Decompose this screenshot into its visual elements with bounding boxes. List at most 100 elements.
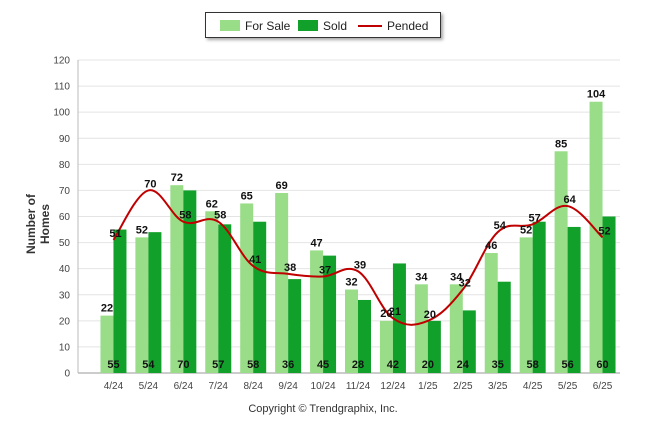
y-tick-label: 20 [59,316,71,327]
bar-for-sale [240,203,254,373]
x-tick-label: 5/25 [558,381,578,392]
x-tick-label: 11/24 [346,381,371,392]
data-label-sold: 57 [212,359,224,371]
data-label-sold: 54 [142,359,155,371]
y-tick-label: 70 [59,186,71,197]
data-label-for-sale: 32 [345,277,357,289]
x-tick-label: 5/24 [139,381,159,392]
y-tick-label: 50 [59,238,71,249]
bar-sold [148,232,162,373]
bar-for-sale [484,253,498,373]
data-label-for-sale: 46 [485,240,497,252]
data-label-pended: 70 [144,178,156,190]
data-label-for-sale: 72 [171,172,183,184]
bar-sold [427,320,441,373]
bar-for-sale [449,284,463,373]
bar-for-sale [205,211,219,373]
data-label-for-sale: 85 [555,138,567,150]
bar-sold [288,279,302,373]
data-label-for-sale: 69 [276,180,288,192]
legend: For Sale Sold Pended [205,12,441,38]
bar-for-sale [379,320,393,373]
data-label-pended: 51 [109,228,121,240]
data-label-sold: 55 [107,359,119,371]
data-label-pended: 58 [179,210,191,222]
bar-sold [218,224,232,373]
data-label-sold: 56 [561,359,573,371]
bar-for-sale [589,101,603,373]
y-tick-label: 10 [59,342,71,353]
y-tick-label: 80 [59,160,71,171]
y-tick-label: 110 [54,82,70,93]
bar-sold [323,255,337,373]
y-tick-label: 0 [64,369,70,380]
bar-sold [567,226,581,373]
y-tick-label: 120 [53,56,70,67]
data-label-for-sale: 47 [310,237,322,249]
data-label-pended: 57 [529,212,541,224]
x-tick-label: 2/25 [453,381,473,392]
x-tick-label: 7/24 [209,381,229,392]
x-tick-label: 4/24 [104,381,124,392]
data-label-pended: 54 [494,220,507,232]
legend-item-pended: Pended [358,19,428,33]
bar-sold [532,221,546,373]
data-label-pended: 20 [424,309,436,321]
bar-for-sale [414,284,428,373]
x-tick-label: 12/24 [380,381,405,392]
bar-sold [462,310,476,373]
bar-for-sale [100,315,114,373]
x-tick-label: 1/25 [418,381,438,392]
data-label-sold: 45 [317,359,329,371]
bar-sold [113,229,127,373]
x-tick-label: 8/24 [243,381,263,392]
data-label-for-sale: 52 [136,224,148,236]
x-tick-label: 6/24 [174,381,194,392]
x-tick-label: 3/25 [488,381,508,392]
data-label-pended: 37 [319,264,331,276]
x-tick-label: 10/24 [311,381,336,392]
data-label-for-sale: 104 [587,89,606,101]
data-label-for-sale: 62 [206,198,218,210]
data-label-sold: 60 [596,359,608,371]
data-label-pended: 64 [563,194,576,206]
data-label-for-sale: 34 [450,271,463,283]
y-axis-label: Number of Homes [24,194,52,254]
bar-sold [602,216,616,373]
copyright-text: Copyright © Trendgraphix, Inc. [248,403,398,415]
bar-sold [497,281,511,373]
data-label-pended: 41 [249,254,261,266]
bar-sold [253,221,267,373]
data-label-pended: 21 [389,306,401,318]
legend-label-for-sale: For Sale [245,19,291,33]
bar-for-sale [275,193,289,373]
data-label-for-sale: 20 [380,308,392,320]
data-label-sold: 20 [422,359,434,371]
data-label-pended: 39 [354,259,366,271]
pended-line [112,189,604,326]
data-label-sold: 70 [177,359,189,371]
data-label-for-sale: 52 [520,224,532,236]
legend-item-sold: Sold [298,19,347,33]
x-tick-label: 6/25 [593,381,613,392]
data-label-pended: 38 [284,262,296,274]
bar-for-sale [135,237,149,373]
data-label-sold: 35 [492,359,504,371]
bar-for-sale [554,151,568,373]
data-label-pended: 32 [459,278,471,290]
data-label-sold: 58 [527,359,539,371]
legend-swatch-for-sale [220,20,240,31]
legend-swatch-sold [298,20,318,31]
legend-label-sold: Sold [323,19,348,33]
data-label-for-sale: 34 [415,271,428,283]
bar-for-sale [310,250,324,373]
legend-swatch-pended [358,25,382,27]
bar-for-sale [170,185,184,373]
bar-sold [358,299,371,373]
x-tick-label: 9/24 [278,381,298,392]
x-tick-label: 4/25 [523,381,543,392]
data-label-sold: 42 [387,359,399,371]
data-label-for-sale: 65 [241,190,253,202]
bar-for-sale [345,289,358,373]
